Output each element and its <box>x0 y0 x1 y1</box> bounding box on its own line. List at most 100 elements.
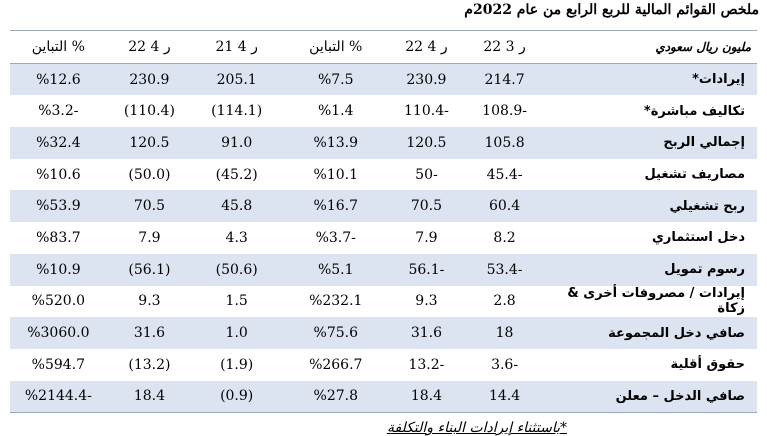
cell: %5.1 <box>281 253 391 286</box>
cell: %27.8 <box>281 380 391 413</box>
cell-value: 13.2- <box>408 356 445 373</box>
column-header: ر 4 21 <box>192 30 282 64</box>
cell-value: 45.4- <box>486 166 523 183</box>
cell: 50- <box>390 159 462 191</box>
cell-value: 120.5 <box>129 134 170 151</box>
cell-value: %3.7- <box>315 229 356 246</box>
row-label: مصاريف تشغيل <box>644 167 745 183</box>
cell: %2144.4- <box>10 380 107 413</box>
cell: (45.2) <box>192 159 281 191</box>
cell-value: 108.9- <box>482 103 527 120</box>
table-row: صافي الدخل – معلن 14.4 18.4 %27.8 (0.9) 18.4%… <box>10 380 757 413</box>
cell: (110.4) <box>107 95 192 127</box>
row-label: رسوم تمويل <box>546 253 757 286</box>
cell-value: (56.1) <box>128 261 171 278</box>
cell: 4.3 <box>192 222 281 254</box>
cell-value: 18.4 <box>410 388 443 405</box>
cell-value: %7.5 <box>317 71 354 88</box>
cell: 120.5 <box>390 127 463 159</box>
cell: 214.7 <box>462 63 547 96</box>
cell-value: 214.7 <box>484 71 525 88</box>
cell: 1.5 <box>192 286 281 318</box>
row-label: إيرادات* <box>546 63 757 96</box>
cell-value: 9.3 <box>415 293 438 310</box>
cell: 60.4 <box>462 190 547 223</box>
cell: 18 <box>462 317 547 349</box>
cell-value: %5.1 <box>317 261 354 278</box>
row-label: صافي دخل المجموعة <box>546 317 757 349</box>
cell: %16.7 <box>281 190 391 223</box>
cell-value: %3060.0 <box>27 325 90 342</box>
column-header: ر 4 22 <box>106 30 193 64</box>
cell-value: 110.4- <box>404 103 449 120</box>
cell: %83.7 <box>10 222 107 254</box>
cell-value: (1.9) <box>220 356 254 373</box>
cell-value: %75.6 <box>313 325 358 342</box>
cell-value: (50.0) <box>128 166 171 183</box>
cell-value: %10.1 <box>313 166 358 183</box>
cell-value: %32.4 <box>36 134 81 151</box>
cell: %13.9 <box>281 127 391 159</box>
cell-value: %3.2- <box>38 103 79 120</box>
table-row: دخل استثماري 8.2 7.9 %3.7- 4.3 7.9 %83.7 <box>10 222 757 254</box>
table-row: مصاريف تشغيل 45.4- 50- %10.1 (45.2) (50.0) %10… <box>10 159 757 191</box>
cell-value: 50- <box>415 166 438 183</box>
cell-value: (114.1) <box>211 103 263 120</box>
cell-value: 31.6 <box>133 325 165 342</box>
cell: %266.7 <box>281 349 390 381</box>
cell-value: 31.6 <box>410 325 443 342</box>
cell-value: (0.9) <box>220 388 254 405</box>
table-row: ربح تشغيلي 60.4 70.5 %16.7 45.8 70.5 %53.9 <box>10 190 757 223</box>
column-header: التباين % <box>10 30 107 64</box>
cell-value: 2.8 <box>493 293 516 310</box>
cell: (56.1) <box>106 253 193 286</box>
cell: (0.9) <box>192 380 282 413</box>
row-label: ربح تشغيلي <box>546 190 757 223</box>
cell: %232.1 <box>281 286 390 318</box>
cell-value: %13.9 <box>313 134 358 151</box>
cell: %3060.0 <box>10 317 107 349</box>
row-label: حقوق أقلية <box>670 357 746 373</box>
cell: %10.1 <box>281 159 390 191</box>
cell-value: 56.1- <box>408 261 445 278</box>
cell-value: 3.6- <box>491 356 519 373</box>
cell-value: 205.1 <box>216 71 257 88</box>
cell: 9.3 <box>107 286 192 318</box>
cell: 2.8 <box>463 286 547 318</box>
cell: 205.1 <box>192 63 282 96</box>
cell-value: 1.0 <box>225 325 248 342</box>
cell-value: (110.4) <box>123 103 175 120</box>
cell-value: 4.3 <box>225 229 248 246</box>
cell-value: 18.4 <box>133 388 165 405</box>
cell: 110.4- <box>390 95 462 127</box>
cell: 31.6 <box>106 317 193 349</box>
cell-value: 105.8 <box>484 134 525 151</box>
footnote: *باستثناء إيرادات البناء والتكلفة <box>386 420 567 436</box>
row-label: صافي الدخل – معلن <box>546 380 757 413</box>
cell-value: %266.7 <box>309 356 363 373</box>
cell: 53.4- <box>462 253 547 286</box>
cell: 8.2 <box>463 222 547 254</box>
cell: (1.9) <box>192 349 281 381</box>
financial-table: مليون ريال سعودي ر 3 22 ر 4 22 التباين % ر 4… <box>10 30 757 414</box>
cell: %7.5 <box>281 63 391 96</box>
table-row: إيرادات / مصروفات أخرى & زكاة 2.8 9.3 %232.… <box>10 286 757 318</box>
cell-value: %12.6 <box>36 71 81 88</box>
column-header: ر 3 22 <box>462 30 547 64</box>
cell: 9.3 <box>390 286 462 318</box>
cell-value: 60.4 <box>488 198 521 215</box>
cell-value: 7.9 <box>415 229 438 246</box>
cell: %75.6 <box>281 317 391 349</box>
cell-value: %10.9 <box>36 261 81 278</box>
cell: 18.4 <box>106 380 193 413</box>
table-row: حقوق أقلية 3.6- 13.2- %266.7 (1.9) (13.2) %594… <box>10 349 757 381</box>
cell-value: 1.5 <box>225 293 248 310</box>
cell: 18.4 <box>390 380 463 413</box>
cell-value: %520.0 <box>31 293 86 310</box>
row-label: تكاليف مباشرة* <box>643 103 745 119</box>
cell-value: %1.4 <box>317 103 354 120</box>
cell-value: 70.5 <box>133 198 165 215</box>
cell: 13.2- <box>390 349 462 381</box>
cell-value: 14.4 <box>488 388 521 405</box>
